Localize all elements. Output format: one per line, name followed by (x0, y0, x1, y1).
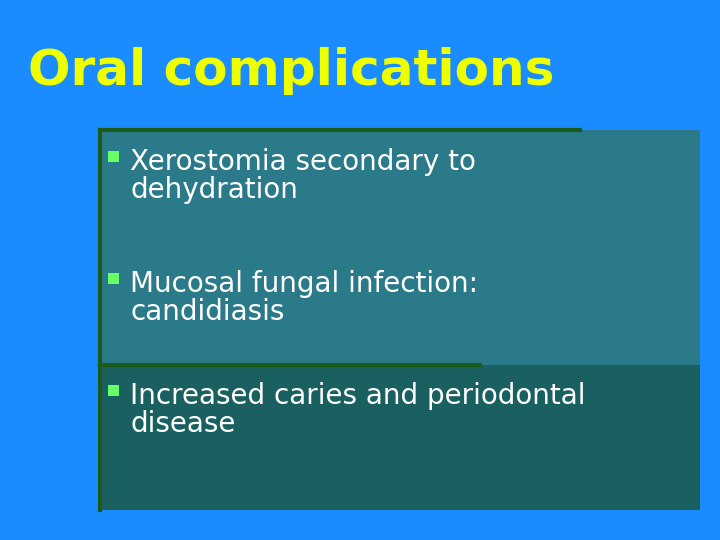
Bar (100, 365, 700, 510)
Bar (100, 130, 700, 365)
Text: Increased caries and periodontal: Increased caries and periodontal (130, 382, 585, 410)
Text: Xerostomia secondary to: Xerostomia secondary to (130, 148, 476, 176)
Bar (108, 385, 119, 396)
Text: Mucosal fungal infection:: Mucosal fungal infection: (130, 270, 478, 298)
Bar (108, 273, 119, 284)
Text: disease: disease (130, 410, 235, 438)
Bar (108, 151, 119, 162)
Text: Oral complications: Oral complications (28, 47, 554, 95)
Text: candidiasis: candidiasis (130, 298, 284, 326)
Text: dehydration: dehydration (130, 176, 298, 204)
